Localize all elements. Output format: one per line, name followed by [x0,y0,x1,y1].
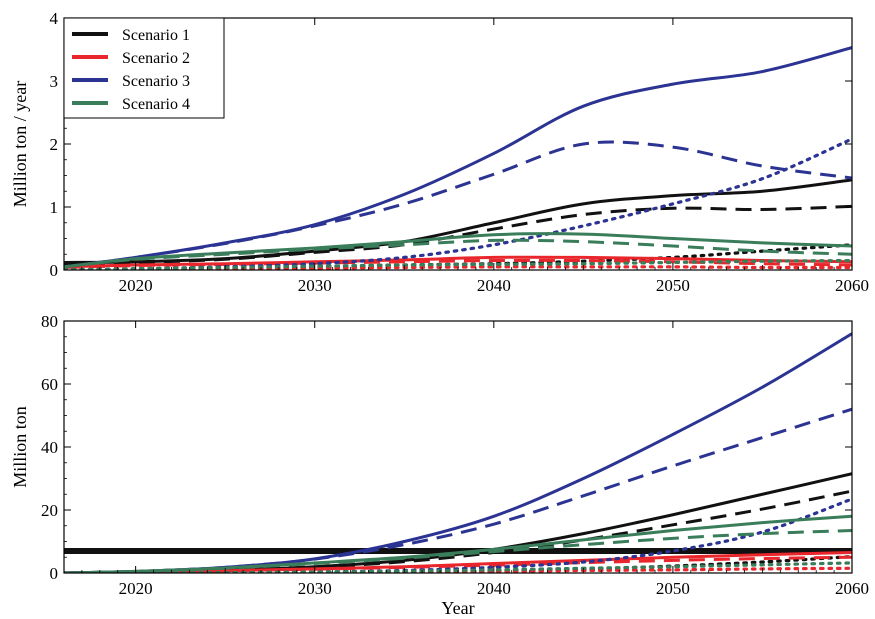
y-tick-label: 80 [41,312,58,331]
x-tick-label: 2020 [119,579,153,598]
x-axis-label: Year [441,598,474,618]
series-line-4 [64,255,852,269]
legend-label: Scenario 4 [122,96,190,113]
series-line-6 [64,265,852,270]
y-tick-label: 20 [41,501,58,520]
x-tick-label: 2040 [477,276,511,295]
series-line-9 [64,497,852,573]
x-tick-label: 2050 [656,276,690,295]
y-tick-label: 3 [50,72,59,91]
series-line-8 [64,140,852,269]
y-tick-label: 0 [50,261,59,280]
x-tick-label: 2060 [835,276,869,295]
legend-label: Scenario 2 [122,50,190,67]
chart-panel-1: 2020 2030 2040 2050 2060 0 1 2 3 4 Million ton / y… [10,9,869,295]
legend-label: Scenario 3 [122,73,190,90]
legend-label: Scenario 1 [122,27,190,44]
y-tick-label: 60 [41,375,58,394]
series-line-5 [64,555,852,573]
plot-area [64,46,852,270]
series-line-10 [64,232,852,269]
y-tick-label: 2 [50,135,59,154]
x-tick-label: 2030 [298,579,332,598]
series-line-11 [64,528,852,573]
plot-area [64,332,852,573]
y-tick-label: 4 [50,9,59,28]
y-axis-label: Million ton [10,406,30,488]
series-line-1 [64,472,852,573]
x-tick-label: 2030 [298,276,332,295]
x-tick-label: 2020 [119,276,153,295]
series-line-7 [64,332,852,573]
series-line-1 [64,178,852,264]
y-tick-label: 0 [50,564,59,583]
x-tick-label: 2040 [477,579,511,598]
series-line-11 [64,238,852,269]
y-tick-label: 1 [50,198,59,217]
legend: Scenario 1 Scenario 2 Scenario 3 Scenario 4 [63,17,225,119]
x-tick-label: 2060 [835,579,869,598]
series-line-12 [64,258,852,270]
x-tick-label: 2050 [656,579,690,598]
series-line-2 [64,489,852,573]
y-tick-label: 40 [41,438,58,457]
y-axis-label: Million ton / year [10,81,30,207]
